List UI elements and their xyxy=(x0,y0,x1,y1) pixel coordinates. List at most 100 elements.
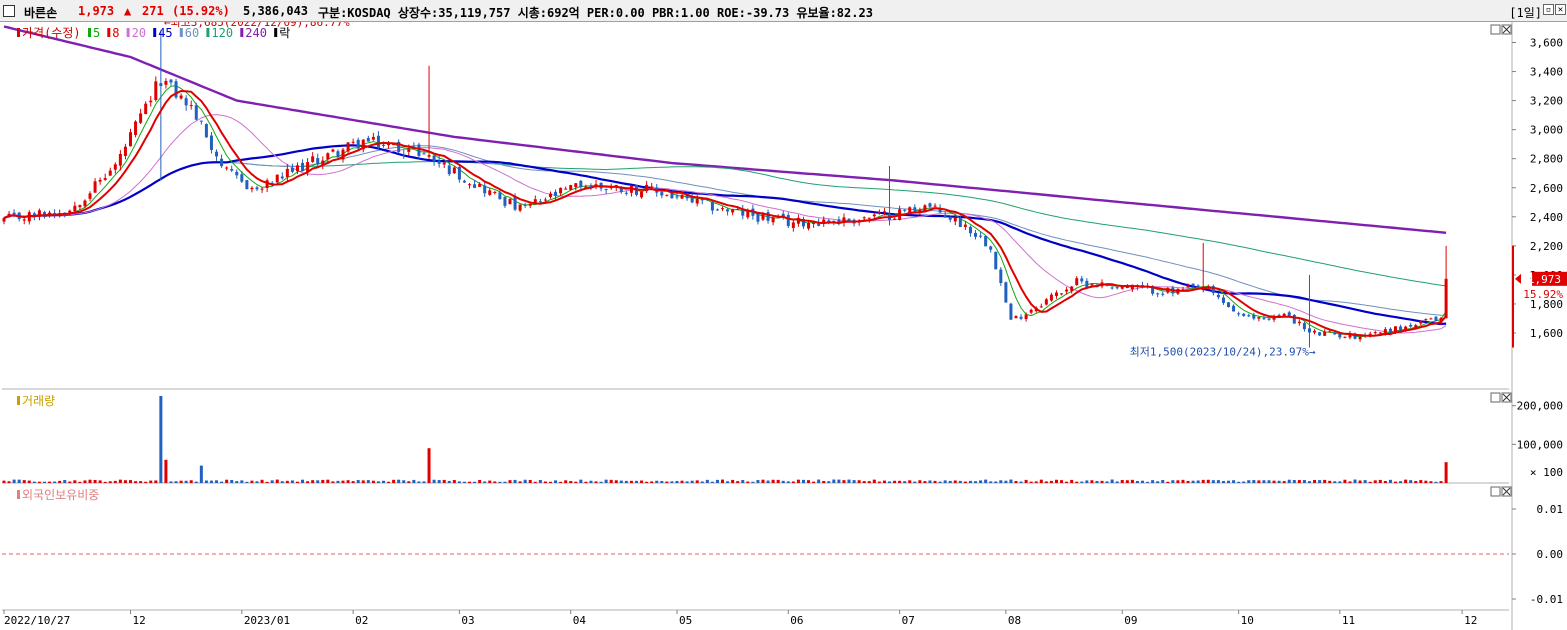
restore-icon[interactable]: ▫ xyxy=(1543,4,1554,15)
candle xyxy=(1247,313,1251,318)
volume-bar xyxy=(462,481,466,483)
candle xyxy=(1070,286,1074,294)
volume-bar xyxy=(771,479,775,483)
volume-bar xyxy=(1070,479,1074,483)
candle xyxy=(73,201,77,213)
volume-bar xyxy=(1394,481,1397,483)
volume-bar xyxy=(1216,480,1220,483)
volume-bar xyxy=(786,481,790,483)
volume-bar xyxy=(139,481,143,483)
candle xyxy=(979,232,983,239)
volume-bar xyxy=(1009,479,1013,483)
volume-bar xyxy=(407,481,411,483)
candle xyxy=(225,166,229,171)
candle xyxy=(427,65,431,159)
volume-bar xyxy=(893,480,897,483)
volume-bar xyxy=(923,481,927,483)
volume-bar xyxy=(103,481,107,483)
volume-bar xyxy=(1186,480,1190,483)
volume-bar xyxy=(807,480,811,483)
volume-bar xyxy=(898,480,902,483)
change-arrow-icon: ▲ xyxy=(124,4,132,18)
volume-bar xyxy=(1307,481,1311,483)
candle xyxy=(493,190,497,195)
volume-bar xyxy=(483,481,487,483)
candle xyxy=(1054,290,1058,299)
volume-bar xyxy=(1085,480,1089,483)
volume-bar xyxy=(83,480,87,483)
volume-bar xyxy=(569,481,573,483)
volume-bar xyxy=(432,479,436,483)
candle xyxy=(984,235,988,247)
candle xyxy=(726,208,730,216)
volume-bar xyxy=(387,481,391,483)
volume-bar xyxy=(493,481,497,483)
volume-bar xyxy=(488,480,492,483)
volume-bar xyxy=(953,480,957,483)
candle xyxy=(194,102,198,121)
volume-bar xyxy=(705,479,709,483)
volume-axis-label: 200,000 xyxy=(1517,400,1563,413)
candle xyxy=(53,209,57,219)
candle xyxy=(83,199,87,209)
panel-restore-icon[interactable] xyxy=(1490,24,1501,35)
candle xyxy=(1343,336,1347,339)
volume-bar xyxy=(609,479,613,483)
volume-bar xyxy=(1151,480,1155,483)
candle xyxy=(1044,298,1048,306)
current-price: 1,973 xyxy=(78,4,115,18)
ma-legend-label: 8 xyxy=(112,26,119,40)
candle xyxy=(508,198,512,205)
candle xyxy=(154,76,158,102)
timeframe-button[interactable]: [1일] xyxy=(1509,6,1542,20)
candle xyxy=(301,159,305,172)
volume-bar xyxy=(1156,481,1160,483)
volume-bar xyxy=(1404,479,1408,483)
select-checkbox[interactable] xyxy=(3,5,15,17)
volume-bar xyxy=(265,481,269,483)
current-price-label: 1,973 xyxy=(1528,273,1561,286)
candle xyxy=(371,132,375,141)
candle xyxy=(1302,321,1306,332)
volume-bar xyxy=(1166,481,1170,483)
volume-bar xyxy=(295,481,299,483)
volume-bar xyxy=(1196,480,1200,483)
candle xyxy=(1252,312,1256,321)
candle xyxy=(1297,319,1301,326)
chart-canvas[interactable]: 1,6001,8002,0002,2002,4002,6002,8003,000… xyxy=(0,22,1567,630)
close-icon[interactable]: ✕ xyxy=(1555,4,1566,15)
volume-bar xyxy=(235,481,239,483)
volume-bar xyxy=(1383,480,1387,483)
volume-bar xyxy=(1358,480,1362,483)
ma-legend-label: 120 xyxy=(211,26,233,40)
candle xyxy=(1242,313,1246,317)
candle xyxy=(144,101,148,115)
candle xyxy=(498,190,502,200)
volume-bar xyxy=(260,479,264,483)
candle xyxy=(1373,330,1377,335)
volume-bar xyxy=(1409,480,1413,483)
candle xyxy=(903,209,907,213)
volume-bar xyxy=(1201,479,1205,483)
volume-bar xyxy=(1080,481,1084,483)
candle xyxy=(1156,292,1160,298)
candle xyxy=(361,139,365,153)
volume-bar xyxy=(174,481,178,483)
volume-bar xyxy=(118,479,122,483)
panel-restore-icon[interactable] xyxy=(1490,486,1501,497)
candle xyxy=(1292,313,1296,324)
volume-bar xyxy=(159,396,163,483)
candle xyxy=(1191,283,1195,288)
ma20-line xyxy=(3,114,1447,334)
volume-bar xyxy=(599,481,603,483)
candle xyxy=(974,230,978,240)
volume-bar xyxy=(847,479,851,483)
volume-bar xyxy=(660,481,664,483)
volume-bar xyxy=(290,480,294,483)
volume-bar xyxy=(695,480,699,483)
volume-bar xyxy=(1095,480,1099,483)
panel-restore-icon[interactable] xyxy=(1490,392,1501,403)
volume-bar xyxy=(548,481,552,483)
candle xyxy=(564,186,568,190)
volume-bar xyxy=(427,448,431,483)
